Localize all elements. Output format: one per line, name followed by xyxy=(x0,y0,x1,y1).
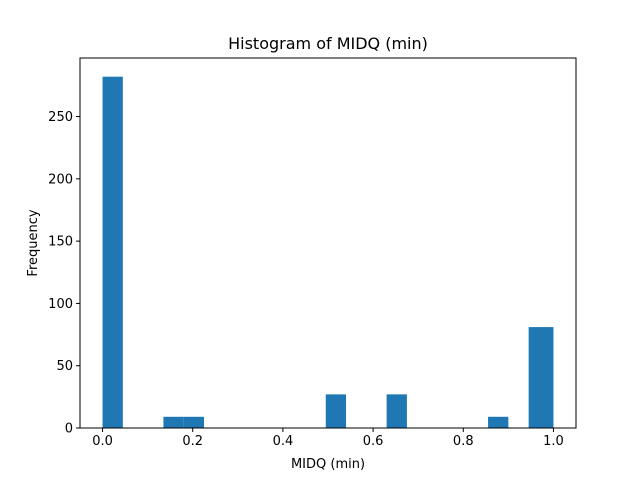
x-tick-label: 0.6 xyxy=(363,434,384,449)
histogram-bar xyxy=(183,416,204,428)
y-tick-label: 250 xyxy=(48,110,73,125)
histogram-bar xyxy=(102,76,123,429)
y-tick-label: 100 xyxy=(48,297,73,312)
y-axis-label: Frequency xyxy=(26,209,41,276)
y-axis-ticks: 0 50 100 150 200 250 xyxy=(48,110,80,437)
y-tick-label: 50 xyxy=(56,359,73,374)
x-tick-label: 0.0 xyxy=(92,434,113,449)
histogram-bar xyxy=(488,416,509,428)
x-tick-label: 0.2 xyxy=(182,434,203,449)
y-tick-label: 200 xyxy=(48,172,73,187)
x-tick-label: 1.0 xyxy=(543,434,564,449)
x-tick-label: 0.8 xyxy=(453,434,474,449)
chart-title: Histogram of MIDQ (min) xyxy=(228,34,428,53)
x-tick-label: 0.4 xyxy=(273,434,294,449)
bars-group xyxy=(102,76,554,429)
x-axis-ticks: 0.0 0.2 0.4 0.6 0.8 1.0 xyxy=(92,428,564,449)
histogram-bar xyxy=(528,327,554,428)
y-tick-label: 150 xyxy=(48,235,73,250)
histogram-bar xyxy=(163,416,184,428)
y-tick-label: 0 xyxy=(65,422,73,437)
histogram-bar xyxy=(386,394,407,428)
histogram-bar xyxy=(325,394,347,428)
x-axis-label: MIDQ (min) xyxy=(291,457,365,472)
plot-frame xyxy=(79,57,577,429)
